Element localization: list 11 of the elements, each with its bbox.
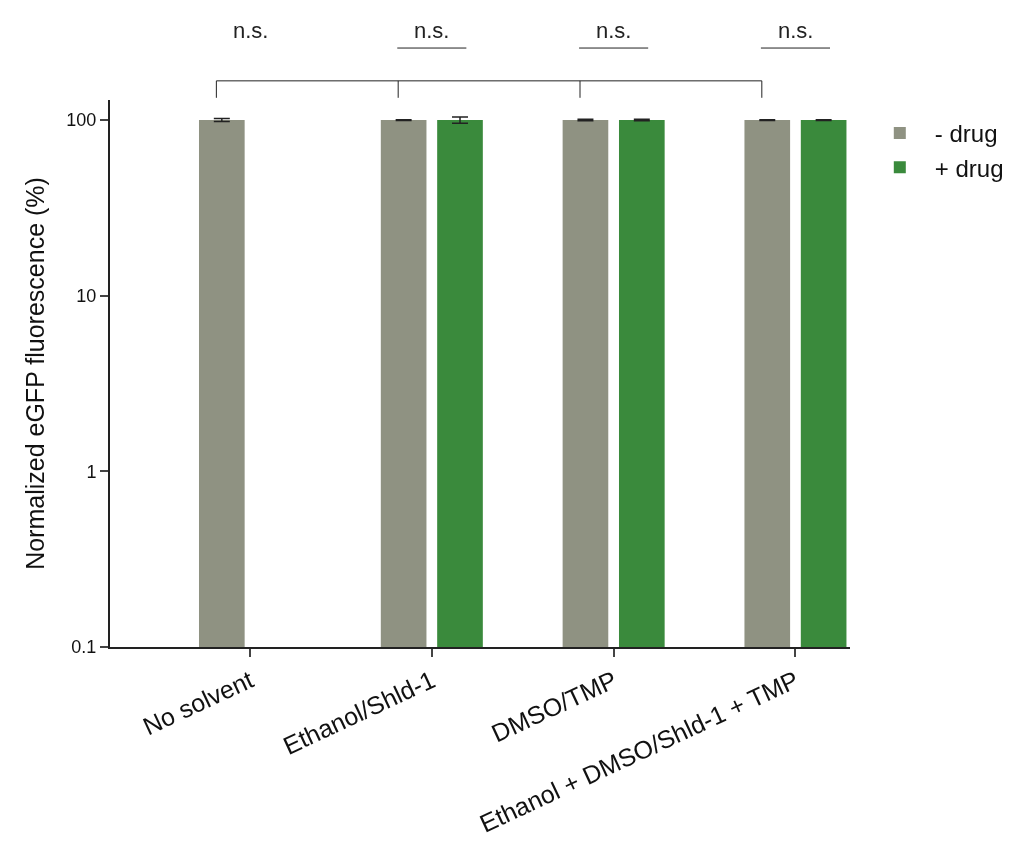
- y-tick-label: 0.1: [71, 637, 97, 658]
- y-axis-title: Normalized eGFP fluorescence (%): [20, 177, 49, 570]
- y-tick-label: 1: [86, 461, 97, 482]
- y-tick-label: 100: [66, 110, 97, 131]
- text: n.s.: [233, 18, 269, 43]
- legend-label: + drug: [934, 154, 1004, 182]
- text: n.s.: [778, 18, 814, 43]
- legend-label: - drug: [934, 120, 998, 148]
- text: n.s.: [414, 18, 450, 43]
- y-tick-label: 10: [76, 285, 97, 306]
- text: n.s.: [596, 18, 632, 43]
